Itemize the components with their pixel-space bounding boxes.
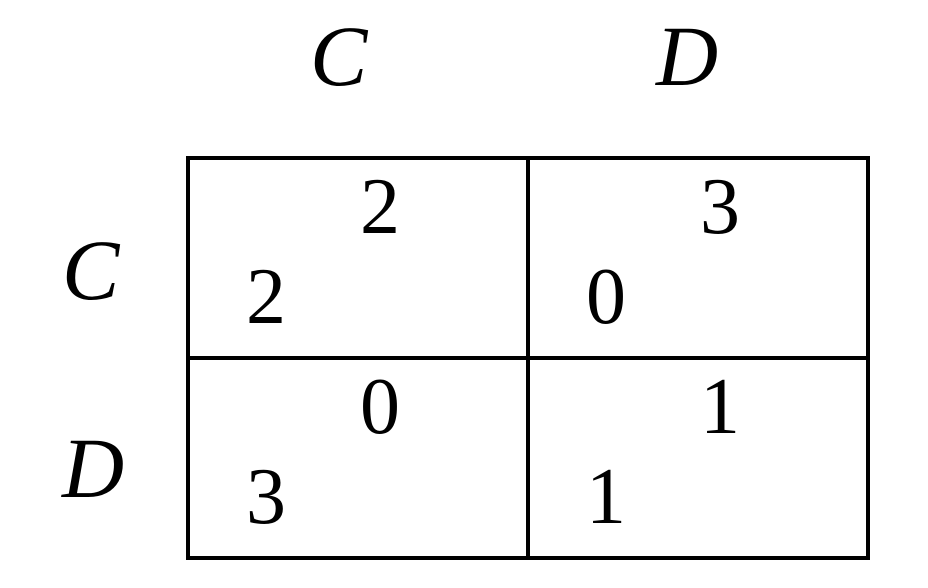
payoff-matrix: 2 2 3 0 0 3 1 1	[186, 156, 870, 560]
cell-cd-row-payoff: 0	[586, 252, 626, 343]
cell-dc-row-payoff: 3	[246, 452, 286, 543]
cell-dd-row-payoff: 1	[586, 452, 626, 543]
cell-dd-col-payoff: 1	[700, 362, 740, 453]
cell-dc-col-payoff: 0	[360, 362, 400, 453]
row-header-c: C	[62, 220, 119, 320]
cell-cd-col-payoff: 3	[700, 162, 740, 253]
column-header-c: C	[310, 6, 367, 106]
cell-cc-row-payoff: 2	[246, 252, 286, 343]
cell-dd: 1 1	[528, 358, 868, 558]
cell-cc: 2 2	[188, 158, 528, 358]
cell-dc: 0 3	[188, 358, 528, 558]
row-header-d: D	[62, 418, 124, 518]
cell-cd: 3 0	[528, 158, 868, 358]
column-header-d: D	[656, 6, 718, 106]
cell-cc-col-payoff: 2	[360, 162, 400, 253]
payoff-matrix-figure: C D C D 2 2 3 0 0 3 1 1	[0, 0, 928, 588]
